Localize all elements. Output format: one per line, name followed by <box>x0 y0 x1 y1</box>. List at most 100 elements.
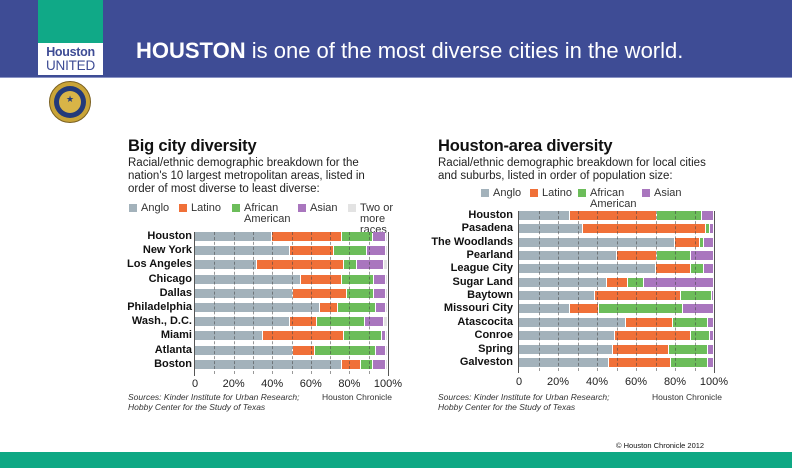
bar-spring <box>519 344 714 354</box>
bar-segment-anglo <box>195 260 256 270</box>
bar-segment-latino <box>612 344 669 354</box>
bar-segment-asian <box>710 224 713 234</box>
row-label-conroe: Conroe <box>474 329 514 342</box>
bar-segment-two-or-more-races <box>384 317 387 327</box>
bar-segment-african-american <box>690 264 704 274</box>
copyright-text: © Houston Chronicle 2012 <box>616 441 705 450</box>
gridline <box>233 232 235 374</box>
bar-segment-latino <box>608 357 671 367</box>
bar-wash-d-c <box>195 317 388 327</box>
page-headline: HOUSTON is one of the most diverse citie… <box>136 38 683 64</box>
bar-segment-asian <box>372 359 386 369</box>
bar-segment-latino <box>272 232 341 241</box>
bar-segment-anglo <box>195 288 293 298</box>
bar-conroe <box>519 331 714 341</box>
gridline <box>368 232 370 374</box>
seal-star-icon: ★ <box>65 94 75 104</box>
bar-segment-asian <box>690 251 713 261</box>
row-label-spring: Spring <box>478 342 513 355</box>
bar-missouri-city <box>519 304 714 314</box>
bar-segment-anglo <box>519 224 583 234</box>
bar-segment-african-american <box>671 357 708 367</box>
bar-segment-anglo <box>519 291 595 301</box>
bar-segment-asian <box>366 246 386 256</box>
bar-houston <box>195 232 388 241</box>
bar-segment-latino <box>256 260 343 270</box>
bar-segment-african-american <box>360 359 372 369</box>
bar-segment-african-american <box>700 237 704 247</box>
row-label-los-angeles: Los Angeles <box>127 258 192 271</box>
gridline <box>558 211 559 372</box>
gridline <box>675 211 676 372</box>
houston-united-logo[interactable]: Houston UNITED <box>38 0 103 75</box>
bar-segment-african-american <box>669 344 708 354</box>
bar-segment-african-american <box>657 251 690 261</box>
bar-segment-asian <box>374 274 386 284</box>
bar-galveston <box>519 357 714 367</box>
bar-segment-two-or-more-races <box>386 345 387 355</box>
gridline <box>252 232 254 374</box>
headline-bold: HOUSTON <box>136 38 246 63</box>
bar-segment-latino <box>293 345 314 355</box>
source-line-2: Hobby Center for the Study of Texas <box>438 402 576 412</box>
bar-segment-anglo <box>195 359 341 369</box>
chart-source: Sources: Kinder Institute for Urban Rese… <box>438 392 610 412</box>
footer-bar <box>0 452 792 468</box>
city-seal-icon: ★ <box>49 81 91 123</box>
row-label-dallas: Dallas <box>159 286 192 299</box>
bar-segment-two-or-more-races <box>386 246 387 256</box>
legend-swatch <box>578 189 586 197</box>
logo-text-block: Houston UNITED <box>38 43 103 75</box>
row-label-philadelphia: Philadelphia <box>127 301 192 313</box>
bar-segment-latino <box>289 317 316 327</box>
bar-segment-anglo <box>519 304 569 314</box>
gridline <box>636 211 637 372</box>
bar-segment-latino <box>301 274 341 284</box>
source-line-1: Sources: Kinder Institute for Urban Rese… <box>438 392 610 402</box>
legend-swatch <box>232 204 240 212</box>
bar-philadelphia <box>195 303 388 312</box>
bar-segment-asian <box>704 237 713 247</box>
logo-line-1: Houston <box>46 45 95 59</box>
bar-segment-asian <box>374 288 386 298</box>
bar-segment-asian <box>376 345 386 355</box>
logo-line-2: UNITED <box>45 58 96 73</box>
bar-atlanta <box>195 345 388 355</box>
row-label-pasadena: Pasadena <box>461 222 513 235</box>
gridline <box>349 232 351 374</box>
bar-segment-african-american <box>673 317 708 327</box>
legend-swatch <box>179 204 187 212</box>
row-label-league-city: League City <box>450 262 513 275</box>
bar-segment-anglo <box>519 344 612 354</box>
x-tick-label: 20% <box>222 378 245 390</box>
logo-green-block <box>38 0 103 43</box>
row-label-atascocita: Atascocita <box>457 315 513 328</box>
legend-label: Anglo <box>141 202 170 214</box>
bar-segment-african-american <box>337 303 376 312</box>
x-tick-label: 100% <box>373 378 403 390</box>
bar-segment-anglo <box>519 277 606 287</box>
bar-segment-anglo <box>519 237 674 247</box>
x-tick-label: 80% <box>338 378 361 390</box>
bar-segment-asian <box>357 260 384 270</box>
bar-segment-two-or-more-races <box>386 331 387 341</box>
bar-segment-latino <box>583 224 706 234</box>
bar-segment-latino <box>614 331 690 341</box>
bar-segment-latino <box>595 291 680 301</box>
bar-segment-asian <box>364 317 384 327</box>
row-label-missouri-city: Missouri City <box>443 302 513 315</box>
bar-chicago <box>195 274 388 284</box>
row-label-pearland: Pearland <box>466 249 513 262</box>
bar-segment-anglo <box>195 274 301 284</box>
gridline <box>694 211 696 372</box>
bar-segment-african-american <box>341 274 374 284</box>
row-label-houston: Houston <box>147 230 192 242</box>
legend-swatch <box>642 189 650 197</box>
x-tick-label: 0 <box>191 378 199 390</box>
gridline <box>330 232 332 374</box>
bar-segment-latino <box>341 359 360 369</box>
legend-label: Latino <box>191 202 221 214</box>
bar-segment-anglo <box>195 303 320 312</box>
bar-segment-latino <box>626 317 673 327</box>
header-divider <box>0 77 792 78</box>
